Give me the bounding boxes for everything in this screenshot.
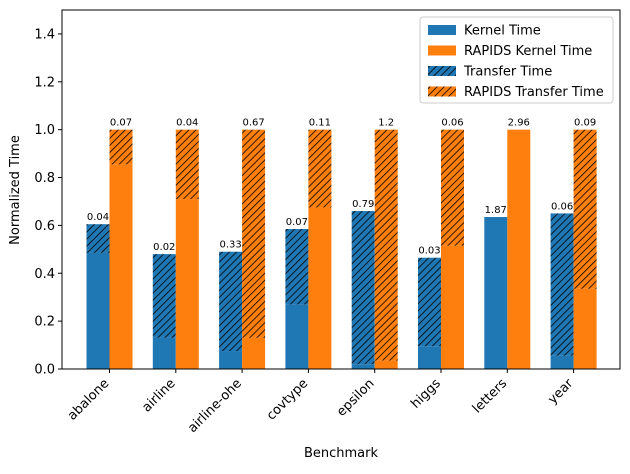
y-tick-label: 0.4 [34, 267, 55, 282]
x-tick-label-covtype: covtype [264, 376, 311, 423]
y-tick-label: 0.6 [34, 219, 55, 234]
bar-baseline-transfer-higgs [418, 257, 441, 347]
annotation-rapids-airline: 0.04 [176, 118, 198, 129]
legend-label-baseline-kernel: Kernel Time [464, 24, 541, 39]
annotation-rapids-airline-ohe: 0.67 [242, 118, 264, 129]
bar-baseline-kernel-year [550, 355, 574, 369]
legend-label-rapids-kernel: RAPIDS Kernel Time [464, 44, 592, 59]
bar-baseline-kernel-epsilon [351, 364, 375, 369]
legend-swatch-rapids-transfer [428, 86, 456, 97]
bar-rapids-kernel-abalone [109, 164, 133, 369]
bar-rapids-kernel-covtype [308, 207, 332, 369]
bar-rapids-kernel-year [573, 288, 597, 369]
x-axis-label: Benchmark [304, 446, 379, 461]
annotation-baseline-letters: 1.87 [485, 205, 507, 216]
annotation-rapids-epsilon: 1.2 [378, 118, 394, 129]
bar-rapids-transfer-year [573, 129, 597, 289]
annotation-baseline-higgs: 0.03 [418, 246, 440, 257]
bar-baseline-kernel-airline-ohe [219, 351, 243, 369]
x-tick-label-airline: airline [139, 376, 178, 415]
x-tick-label-higgs: higgs [408, 376, 444, 412]
bar-baseline-transfer-covtype [285, 228, 309, 305]
y-tick-label: 0.0 [34, 363, 55, 378]
bar-rapids-transfer-epsilon [374, 129, 398, 361]
x-tick-label-year: year [545, 376, 577, 408]
legend: Kernel Time RAPIDS Kernel Time Transfer Ti… [419, 16, 614, 104]
legend-swatch-rapids-kernel [428, 45, 456, 56]
bar-baseline-transfer-airline-ohe [219, 251, 243, 352]
annotation-rapids-abalone: 0.07 [110, 118, 132, 129]
x-axis: abalone airline airline-ohe covtype epsilon h… [65, 369, 577, 436]
bar-baseline-kernel-covtype [285, 304, 309, 369]
annotation-baseline-covtype: 0.07 [286, 217, 308, 228]
y-tick-label: 0.2 [34, 315, 55, 330]
annotation-baseline-airline: 0.02 [153, 242, 175, 253]
x-tick-label-letters: letters [470, 376, 510, 416]
legend-label-rapids-transfer: RAPIDS Transfer Time [464, 85, 604, 100]
x-tick-label-airline-ohe: airline-ohe [185, 376, 245, 436]
bar-baseline-kernel-abalone [86, 252, 110, 369]
plot-frame [61, 9, 621, 370]
bar-rapids-transfer-covtype [308, 129, 332, 208]
bar-rapids-kernel-higgs [441, 245, 464, 369]
bar-rapids-kernel-airline-ohe [242, 337, 266, 369]
y-tick-label: 1.2 [34, 75, 55, 90]
bar-rapids-transfer-airline [175, 129, 199, 200]
bar-baseline-transfer-airline [152, 254, 176, 338]
y-tick-label: 1.0 [34, 123, 55, 138]
bar-rapids-kernel-airline [175, 199, 199, 369]
bar-rapids-transfer-higgs [441, 129, 464, 246]
legend-label-baseline-transfer: Transfer Time [463, 65, 552, 80]
bar-baseline-transfer-abalone [86, 224, 110, 253]
annotation-baseline-epsilon: 0.79 [352, 199, 374, 210]
y-axis-label: Normalized Time [8, 135, 23, 245]
annotation-baseline-airline-ohe: 0.33 [219, 240, 241, 251]
legend-swatch-baseline-kernel [428, 25, 456, 35]
bar-rapids-transfer-airline-ohe [242, 129, 266, 338]
bar-baseline-transfer-epsilon [351, 211, 375, 365]
annotation-rapids-covtype: 0.11 [309, 118, 331, 129]
x-tick-label-abalone: abalone [65, 376, 112, 423]
annotation-rapids-letters: 2.96 [508, 118, 530, 129]
bar-baseline-transfer-year [550, 213, 574, 356]
annotation-baseline-abalone: 0.04 [87, 212, 109, 223]
legend-box [419, 16, 614, 104]
legend-swatch-baseline-transfer [428, 66, 456, 76]
bar-baseline-kernel-letters [484, 217, 508, 369]
y-tick-label: 0.8 [34, 171, 55, 186]
bar-rapids-kernel-epsilon [374, 360, 398, 369]
bar-baseline-kernel-higgs [418, 346, 441, 369]
annotation-rapids-year: 0.09 [574, 118, 596, 129]
annotation-rapids-higgs: 0.06 [441, 118, 463, 129]
annotation-baseline-year: 0.06 [551, 201, 573, 212]
bar-baseline-kernel-airline [152, 337, 176, 369]
bar-rapids-transfer-abalone [109, 129, 133, 165]
bar-rapids-kernel-letters [507, 129, 531, 369]
x-tick-label-epsilon: epsilon [334, 376, 377, 419]
bars-layer [86, 129, 597, 369]
y-axis: 0.0 0.2 0.4 0.6 0.8 1.0 1.2 1.4 [34, 27, 62, 378]
annotations-layer: 0.04 0.07 0.02 0.04 0.33 0.67 0.07 0.11 0.79 1.2 0… [87, 118, 596, 257]
y-tick-label: 1.4 [34, 27, 55, 42]
